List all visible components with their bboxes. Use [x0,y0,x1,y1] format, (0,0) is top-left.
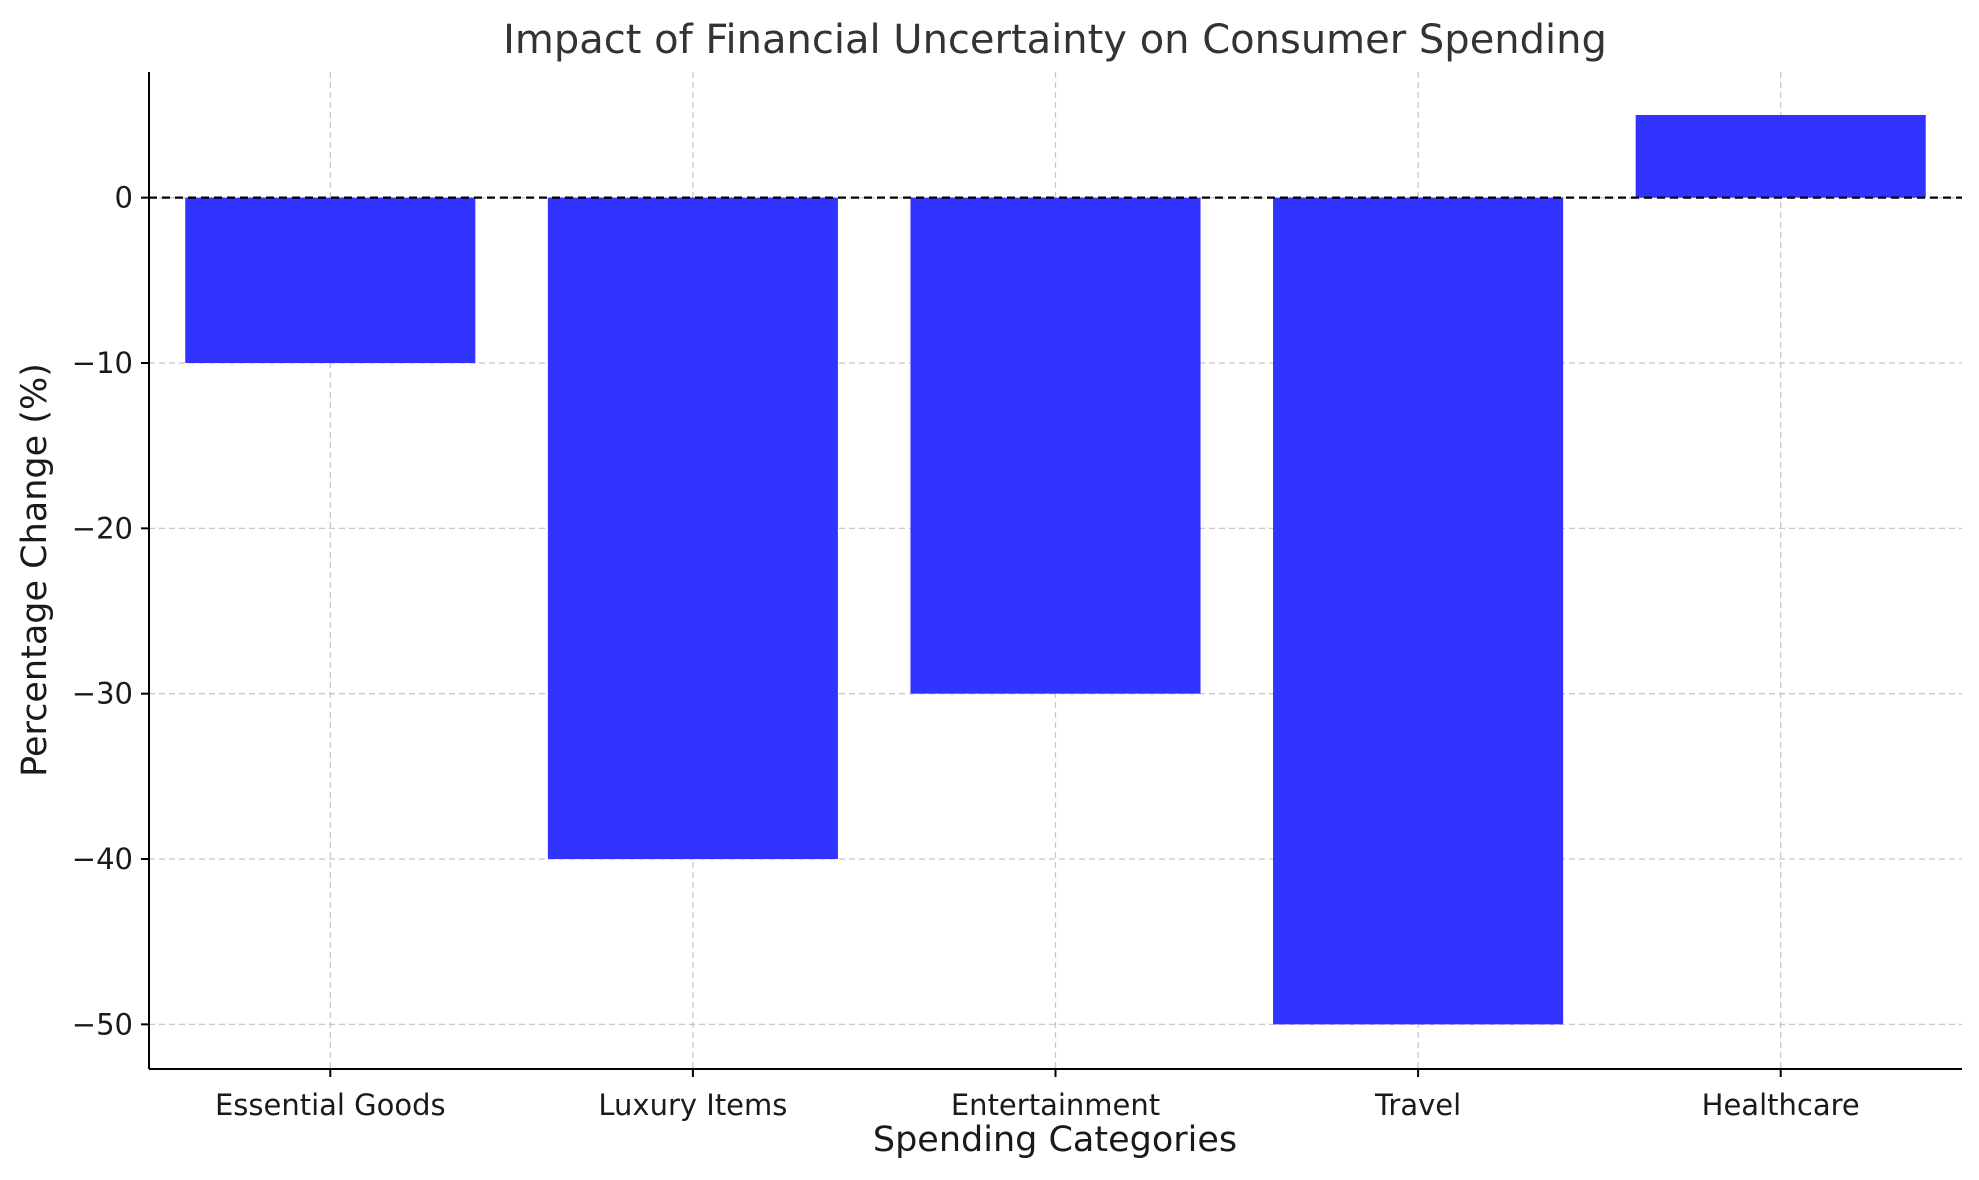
x-tick-label: Essential Goods [215,1088,446,1122]
y-tick-label: −10 [72,346,133,380]
x-tick-label: Healthcare [1702,1088,1860,1122]
x-tick-label: Travel [1374,1088,1461,1122]
y-axis-ticks: 0 −10 −20 −30 −40 −50 [72,181,149,1041]
bars [185,114,1926,1025]
y-axis-label: Percentage Change (%) [15,363,55,777]
y-tick-label: −20 [72,511,133,545]
x-axis-label: Spending Categories [873,1120,1237,1160]
x-tick-label: Entertainment [951,1088,1160,1122]
y-tick-label: −40 [72,842,133,876]
y-tick-label: −30 [72,677,133,711]
bar [1273,197,1564,1025]
bar [547,197,838,860]
chart-title: Impact of Financial Uncertainty on Consu… [503,17,1607,63]
bar [185,197,476,363]
bar [1635,114,1926,198]
y-tick-label: 0 [115,181,133,215]
bar [910,197,1201,694]
x-tick-label: Luxury Items [598,1088,787,1122]
x-axis-ticks: Essential Goods Luxury Items Entertainment… [215,1069,1860,1122]
y-tick-label: −50 [72,1007,133,1041]
